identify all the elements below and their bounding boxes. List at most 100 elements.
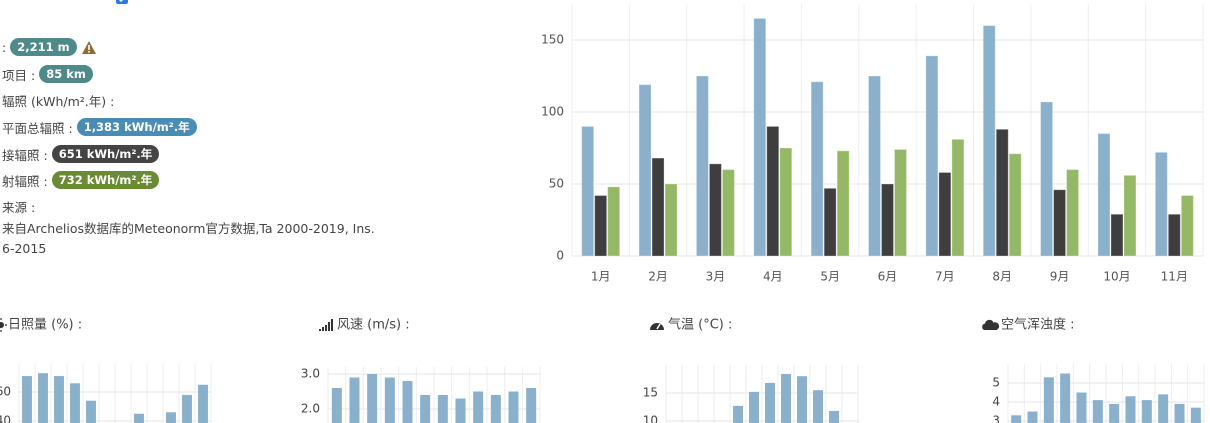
bar — [868, 75, 881, 257]
info-row: 来源 : — [2, 196, 35, 216]
bar — [182, 394, 192, 423]
source-text: 6-2015 — [2, 240, 47, 256]
bar — [766, 125, 780, 257]
badge: 1,383 kWh/m².年 — [76, 118, 197, 136]
bar — [797, 376, 807, 423]
label: 平面总辐照 : — [2, 120, 73, 136]
bar — [836, 150, 850, 257]
bar — [781, 373, 791, 423]
info-row: 接辐照 :651 kWh/m².年 — [2, 144, 160, 164]
bar — [22, 376, 32, 423]
info-row: 射辐照 :732 kWh/m².年 — [2, 170, 160, 190]
bar — [594, 195, 608, 257]
bar — [829, 410, 839, 423]
y-tick-label: 3.0 — [301, 367, 320, 381]
chart-title: 风速 (m/s) : — [337, 318, 410, 333]
badge: 85 km — [39, 65, 93, 83]
info-row: 6-2015 — [2, 238, 46, 258]
bar — [638, 84, 652, 257]
bar — [86, 400, 96, 423]
x-tick-label: 6月 — [878, 270, 898, 284]
y-tick-label: 5 — [992, 376, 1000, 390]
warning-icon — [81, 40, 96, 54]
bar — [813, 390, 823, 423]
badge: 651 kWh/m².年 — [51, 145, 160, 163]
bar — [526, 388, 537, 423]
y-tick-label: 60 — [0, 385, 11, 399]
x-tick-label: 7月 — [935, 270, 955, 284]
bar — [894, 148, 907, 257]
source-text: 来自Archelios数据库的Meteonorm官方数据,Ta 2000-201… — [2, 220, 375, 236]
bar — [779, 147, 793, 257]
cloud-icon — [982, 319, 1000, 330]
label: : — [2, 39, 7, 55]
bar — [508, 391, 519, 423]
label: 项目 : — [2, 67, 36, 83]
bar — [1066, 169, 1080, 257]
checkbox-tick — [118, 0, 124, 3]
bar — [38, 373, 48, 423]
bar — [1076, 392, 1087, 423]
info-row: 来自Archelios数据库的Meteonorm官方数据,Ta 2000-201… — [2, 217, 375, 237]
label: 辐照 (kWh/m².年) : — [2, 93, 115, 109]
bar — [1167, 213, 1181, 257]
y-tick-label: 0 — [556, 249, 564, 263]
checkbox[interactable] — [116, 0, 128, 4]
bar — [753, 17, 767, 257]
bar — [1154, 151, 1168, 257]
bar — [1008, 153, 1022, 257]
bar — [823, 187, 837, 257]
label: 射辐照 : — [2, 173, 48, 189]
bar — [938, 171, 952, 257]
info-panel: :2,211 m 项目 :85 km 辐照 (kWh/m².年) : 平面总辐照… — [0, 0, 520, 270]
info-row: :2,211 m — [2, 37, 97, 57]
y-tick-label: 10 — [643, 414, 658, 423]
bar — [1110, 213, 1124, 257]
bar — [1097, 133, 1111, 257]
info-row: 平面总辐照 :1,383 kWh/m².年 — [2, 117, 197, 137]
bar — [765, 382, 775, 423]
info-row: 项目 :85 km — [2, 64, 93, 84]
bar — [708, 163, 722, 257]
x-tick-label: 8月 — [992, 270, 1012, 284]
x-tick-label: 3月 — [706, 270, 726, 284]
gauge-icon — [650, 323, 664, 330]
bar — [721, 169, 735, 257]
bar — [420, 395, 431, 423]
bar — [1174, 403, 1185, 423]
bar — [455, 398, 466, 423]
y-tick-label: 150 — [541, 33, 564, 47]
bar — [1092, 400, 1103, 423]
bar — [951, 138, 965, 257]
x-tick-label: 2月 — [648, 270, 668, 284]
x-tick-label: 10月 — [1103, 270, 1130, 284]
bar — [402, 381, 413, 423]
bar — [1109, 403, 1120, 423]
bar — [1043, 377, 1054, 423]
bar — [749, 391, 759, 423]
bar — [331, 388, 342, 423]
bar — [54, 376, 64, 423]
bar — [1011, 415, 1022, 423]
bar — [490, 395, 501, 423]
signal-icon — [319, 319, 333, 331]
bar — [349, 377, 360, 423]
bar — [1141, 400, 1152, 423]
bar — [198, 384, 208, 423]
bar — [166, 412, 176, 423]
bar — [1027, 411, 1038, 423]
bar — [1040, 101, 1054, 257]
x-tick-label: 4月 — [763, 270, 783, 284]
chart-title: 气温 (°C) : — [668, 317, 732, 333]
y-tick-label: 100 — [541, 105, 564, 119]
bar — [982, 25, 996, 257]
bar — [1053, 189, 1067, 257]
badge: 2,211 m — [10, 38, 77, 56]
bar — [1060, 373, 1071, 423]
y-tick-label: 15 — [643, 386, 658, 400]
bar — [881, 183, 894, 257]
bar — [810, 81, 824, 257]
chart-title: 日照量 (%) : — [8, 318, 82, 333]
badge: 732 kWh/m².年 — [51, 171, 160, 189]
